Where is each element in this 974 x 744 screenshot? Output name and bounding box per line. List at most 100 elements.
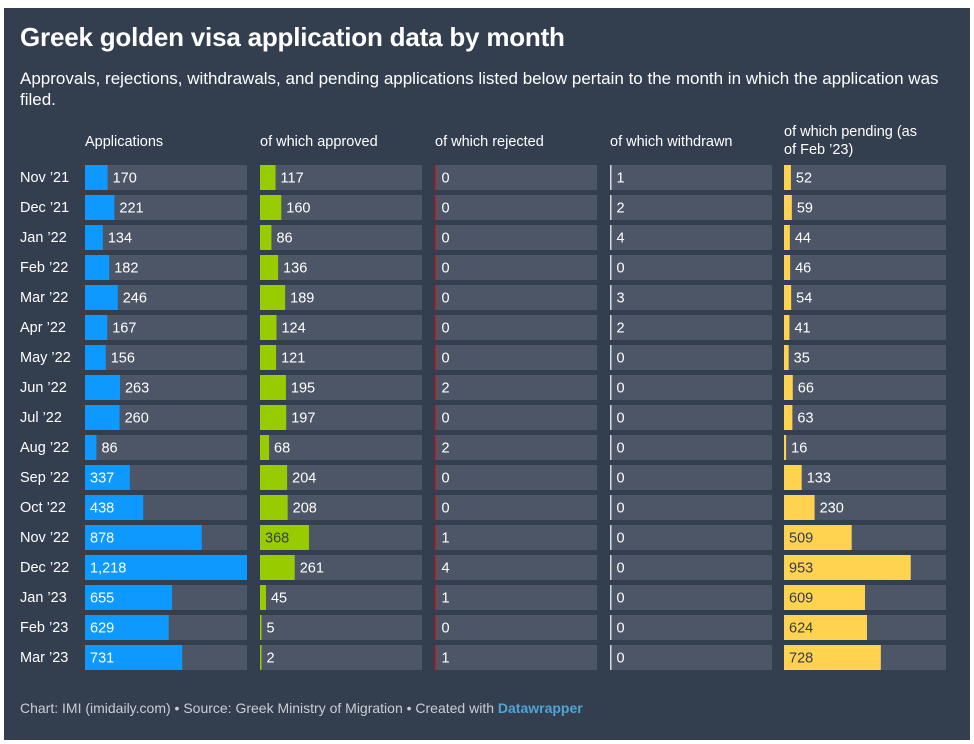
value-label: 728 (789, 651, 813, 667)
bar-of-which-rejected (435, 165, 437, 190)
chart-card: Greek golden visa application data by mo… (4, 8, 970, 740)
datawrapper-link[interactable]: Datawrapper (497, 700, 583, 716)
bar-track (435, 555, 597, 580)
bar-of-which-pending-as-of-feb-23 (784, 555, 911, 580)
bar-chart: Nov ’21 Dec ’21 Jan ’22 Feb ’22 Mar ’22 Apr ’… (20, 124, 946, 670)
bar-of-which-approved (260, 345, 277, 370)
bar-track (435, 435, 597, 460)
bar-track (260, 405, 422, 430)
bar-applications (85, 555, 247, 580)
value-label: 1 (617, 171, 625, 187)
value-label: 438 (90, 501, 114, 517)
bar-applications (85, 585, 173, 610)
bar-applications (85, 165, 108, 190)
value-label: 0 (442, 231, 450, 247)
row-label-apr-22: Apr ’22 (20, 320, 66, 336)
bar-applications (85, 285, 118, 310)
bar-of-which-rejected (435, 375, 437, 400)
value-label: 0 (617, 261, 625, 277)
value-label: 1 (442, 651, 450, 667)
bar-track (435, 195, 597, 220)
value-label: 337 (90, 471, 114, 487)
bar-of-which-withdrawn (610, 315, 612, 340)
bar-of-which-withdrawn (610, 285, 612, 310)
value-label: 44 (795, 231, 811, 247)
bar-applications (85, 345, 106, 370)
value-label: 0 (442, 321, 450, 337)
value-label: 2 (442, 381, 450, 397)
bar-of-which-pending-as-of-feb-23 (784, 255, 791, 280)
bar-of-which-rejected (435, 255, 437, 280)
value-label: 208 (293, 501, 317, 517)
bar-track (260, 615, 422, 640)
value-label: 624 (789, 621, 813, 637)
bar-of-which-rejected (435, 555, 437, 580)
value-label: 86 (276, 231, 292, 247)
bar-of-which-pending-as-of-feb-23 (784, 435, 787, 460)
bar-of-which-approved (260, 375, 286, 400)
bar-of-which-withdrawn (610, 435, 612, 460)
value-label: 59 (797, 201, 813, 217)
value-label: 1 (442, 531, 450, 547)
value-label: 134 (108, 231, 132, 247)
value-label: 66 (798, 381, 814, 397)
bar-of-which-pending-as-of-feb-23 (784, 195, 792, 220)
value-label: 260 (125, 411, 149, 427)
bar-track (610, 255, 772, 280)
bar-of-which-pending-as-of-feb-23 (784, 225, 790, 250)
row-label-dec-21: Dec ’21 (20, 200, 69, 216)
value-label: 0 (617, 531, 625, 547)
bar-track (610, 225, 772, 250)
bar-track (85, 165, 247, 190)
bar-track (435, 255, 597, 280)
bar-track (85, 435, 247, 460)
value-label: 136 (283, 261, 307, 277)
bar-track (435, 165, 597, 190)
bar-of-which-approved (260, 195, 282, 220)
value-label: 0 (442, 501, 450, 517)
bar-track (435, 615, 597, 640)
bar-track (784, 255, 946, 280)
bar-track (435, 645, 597, 670)
bar-track (435, 465, 597, 490)
bar-track (610, 195, 772, 220)
bar-of-which-rejected (435, 285, 437, 310)
bar-track (260, 375, 422, 400)
bar-track (260, 165, 422, 190)
value-label: 197 (291, 411, 315, 427)
bar-of-which-withdrawn (610, 405, 612, 430)
bar-of-which-approved (260, 165, 276, 190)
value-label: 4 (617, 231, 625, 247)
bar-track (610, 495, 772, 520)
bar-of-which-approved (260, 615, 262, 640)
value-label: 953 (789, 561, 813, 577)
bar-track (260, 285, 422, 310)
bar-track (610, 585, 772, 610)
bar-of-which-withdrawn (610, 495, 612, 520)
bar-track (435, 345, 597, 370)
value-label: 0 (442, 471, 450, 487)
bar-of-which-pending-as-of-feb-23 (784, 615, 867, 640)
bar-applications (85, 315, 108, 340)
value-label: 167 (112, 321, 136, 337)
bar-track (610, 285, 772, 310)
bar-applications (85, 195, 115, 220)
bar-of-which-approved (260, 525, 309, 550)
bar-of-which-pending-as-of-feb-23 (784, 495, 815, 520)
bar-of-which-rejected (435, 645, 437, 670)
bar-track (435, 495, 597, 520)
value-label: 629 (90, 621, 114, 637)
row-label-nov-22: Nov ’22 (20, 530, 69, 546)
bar-track (784, 435, 946, 460)
bar-track (435, 405, 597, 430)
value-label: 68 (274, 441, 290, 457)
bar-applications (85, 225, 103, 250)
bar-of-which-rejected (435, 525, 437, 550)
footer-credit: Chart: IMI (imidaily.com) • Source: Gree… (20, 700, 495, 716)
bar-of-which-approved (260, 555, 295, 580)
bar-applications (85, 375, 120, 400)
bar-track (435, 585, 597, 610)
value-label: 54 (796, 291, 812, 307)
value-label: 263 (125, 381, 149, 397)
value-label: 878 (90, 531, 114, 547)
